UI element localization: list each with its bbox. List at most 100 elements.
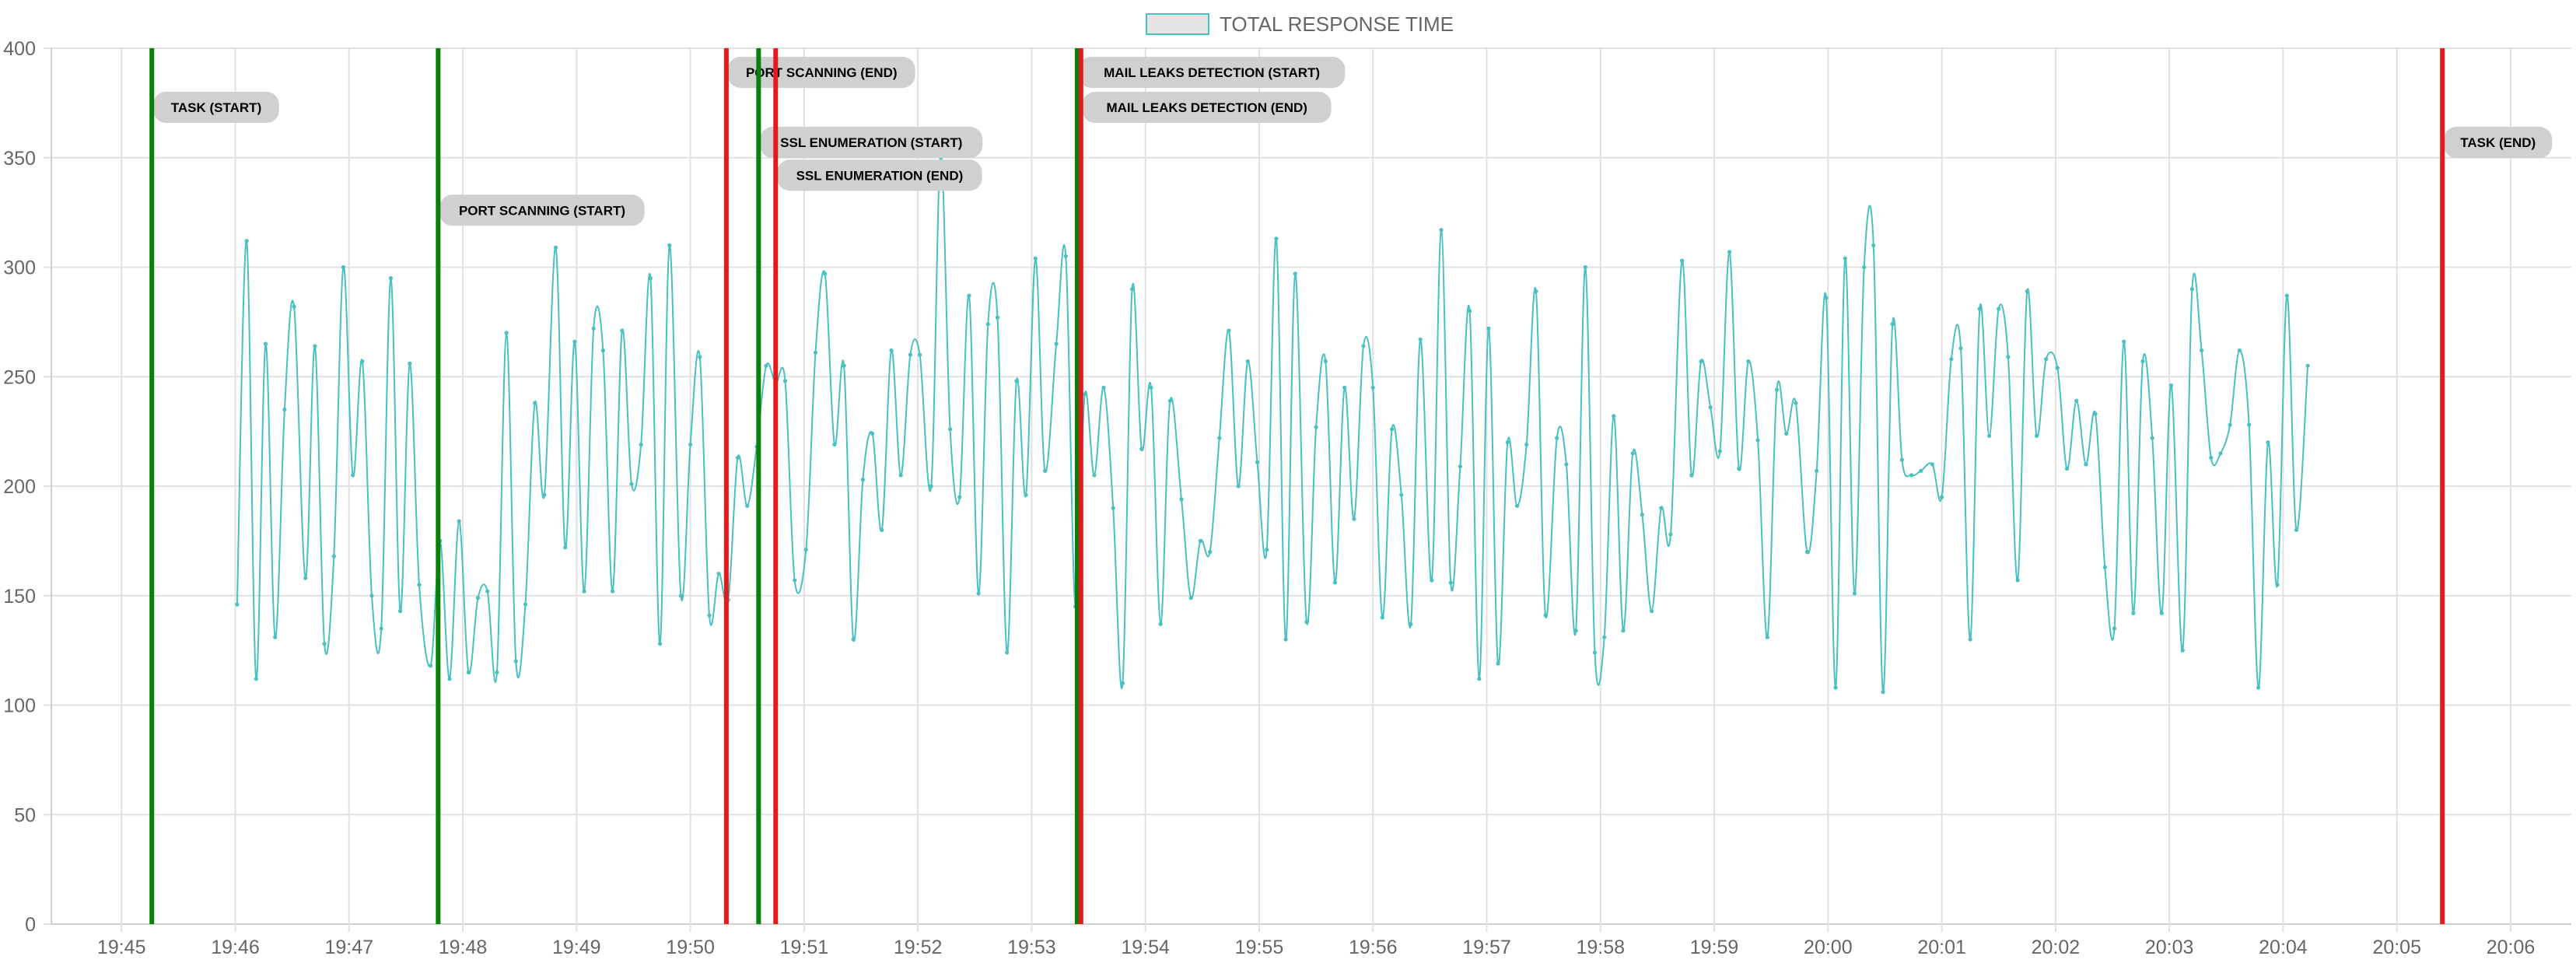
data-point bbox=[313, 344, 317, 348]
event-label: MAIL LEAKS DETECTION (START) bbox=[1104, 65, 1320, 80]
x-tick-label: 19:54 bbox=[1121, 937, 1170, 958]
data-point bbox=[629, 481, 634, 486]
data-point bbox=[1833, 685, 1838, 690]
data-point bbox=[1968, 637, 1972, 642]
data-point bbox=[1409, 622, 1413, 626]
x-tick-label: 20:05 bbox=[2372, 937, 2421, 958]
data-point bbox=[1717, 449, 1722, 453]
data-point bbox=[1005, 650, 1010, 655]
y-tick-label: 0 bbox=[25, 914, 36, 936]
data-point bbox=[898, 473, 903, 478]
data-point bbox=[1573, 629, 1578, 633]
data-point bbox=[1699, 359, 1703, 364]
data-point bbox=[582, 589, 586, 594]
data-point bbox=[1486, 326, 1491, 331]
data-point bbox=[2131, 611, 2136, 615]
legend[interactable]: TOTAL RESPONSE TIME bbox=[1146, 12, 1454, 36]
data-point bbox=[254, 677, 258, 681]
data-point bbox=[2180, 648, 2185, 653]
data-point bbox=[860, 478, 865, 482]
x-tick-label: 20:01 bbox=[1917, 937, 1966, 958]
data-point bbox=[1890, 322, 1895, 327]
data-point bbox=[957, 495, 962, 499]
event-label: PORT SCANNING (END) bbox=[746, 65, 898, 80]
data-point bbox=[1111, 506, 1115, 510]
data-point bbox=[870, 431, 875, 436]
data-point bbox=[1054, 341, 1059, 346]
data-point bbox=[2256, 685, 2261, 690]
x-tick-label: 19:47 bbox=[324, 937, 373, 958]
data-point bbox=[611, 589, 615, 594]
data-point bbox=[1949, 357, 1954, 362]
data-point bbox=[2228, 422, 2232, 427]
data-point bbox=[331, 554, 336, 559]
data-point bbox=[1217, 436, 1222, 440]
data-point bbox=[1958, 346, 1963, 351]
data-point bbox=[533, 401, 537, 405]
event-label-box bbox=[760, 127, 983, 159]
data-point bbox=[1448, 580, 1453, 585]
data-point bbox=[475, 596, 481, 601]
data-point bbox=[1602, 635, 1607, 639]
data-point bbox=[995, 315, 1000, 320]
y-tick-label: 250 bbox=[3, 366, 36, 388]
data-point bbox=[1227, 328, 1231, 333]
event-label-box bbox=[153, 92, 279, 124]
data-point bbox=[1130, 287, 1135, 292]
data-point bbox=[1899, 457, 1904, 462]
data-point bbox=[813, 350, 818, 355]
x-tick-label: 19:55 bbox=[1235, 937, 1284, 958]
data-point bbox=[1149, 385, 1153, 390]
data-point bbox=[667, 243, 672, 247]
event-label-box bbox=[1078, 56, 1346, 88]
data-point bbox=[1774, 387, 1780, 392]
data-point bbox=[1399, 492, 1404, 497]
data-point bbox=[542, 492, 547, 497]
data-point bbox=[2200, 348, 2204, 353]
data-point bbox=[235, 602, 240, 607]
data-point bbox=[1784, 431, 1789, 436]
event-label-box bbox=[439, 194, 645, 226]
data-point bbox=[292, 304, 296, 309]
data-point bbox=[735, 455, 740, 460]
data-point bbox=[2074, 398, 2079, 403]
data-point bbox=[889, 348, 894, 353]
data-point bbox=[1843, 256, 1847, 261]
data-point bbox=[1188, 596, 1193, 601]
data-point bbox=[1564, 462, 1569, 467]
data-point bbox=[1746, 359, 1751, 364]
data-point bbox=[716, 572, 721, 576]
data-point bbox=[466, 670, 471, 674]
data-point bbox=[2102, 565, 2107, 569]
event-label-box bbox=[2444, 127, 2553, 159]
y-tick-label: 200 bbox=[3, 476, 36, 498]
data-point bbox=[2140, 359, 2145, 364]
data-point bbox=[851, 637, 856, 642]
event-label-box bbox=[1082, 92, 1332, 124]
data-point bbox=[563, 545, 568, 550]
data-point bbox=[1158, 622, 1163, 626]
data-point bbox=[572, 339, 577, 344]
data-point bbox=[1689, 473, 1694, 478]
data-point bbox=[1265, 548, 1269, 552]
data-point bbox=[322, 642, 327, 646]
data-point bbox=[929, 484, 933, 489]
x-axis-ticks: 19:45 19:46 19:47 19:48 19:49 19:50 19:51 19:52… bbox=[97, 937, 2535, 958]
x-tick-label: 19:51 bbox=[780, 937, 829, 958]
data-point bbox=[1458, 464, 1462, 469]
data-point bbox=[832, 442, 837, 447]
y-axis-ticks: 0 50 100 150 200 250 300 350 400 bbox=[3, 38, 36, 936]
data-point bbox=[2084, 462, 2088, 467]
data-point bbox=[429, 664, 433, 668]
data-point bbox=[1505, 440, 1510, 445]
data-point bbox=[1274, 236, 1279, 241]
data-point bbox=[1283, 637, 1288, 642]
data-point bbox=[1708, 405, 1713, 410]
data-point bbox=[823, 271, 828, 276]
data-point bbox=[1977, 306, 1982, 311]
data-point bbox=[688, 442, 693, 447]
data-point bbox=[495, 670, 499, 674]
data-point bbox=[485, 589, 490, 594]
